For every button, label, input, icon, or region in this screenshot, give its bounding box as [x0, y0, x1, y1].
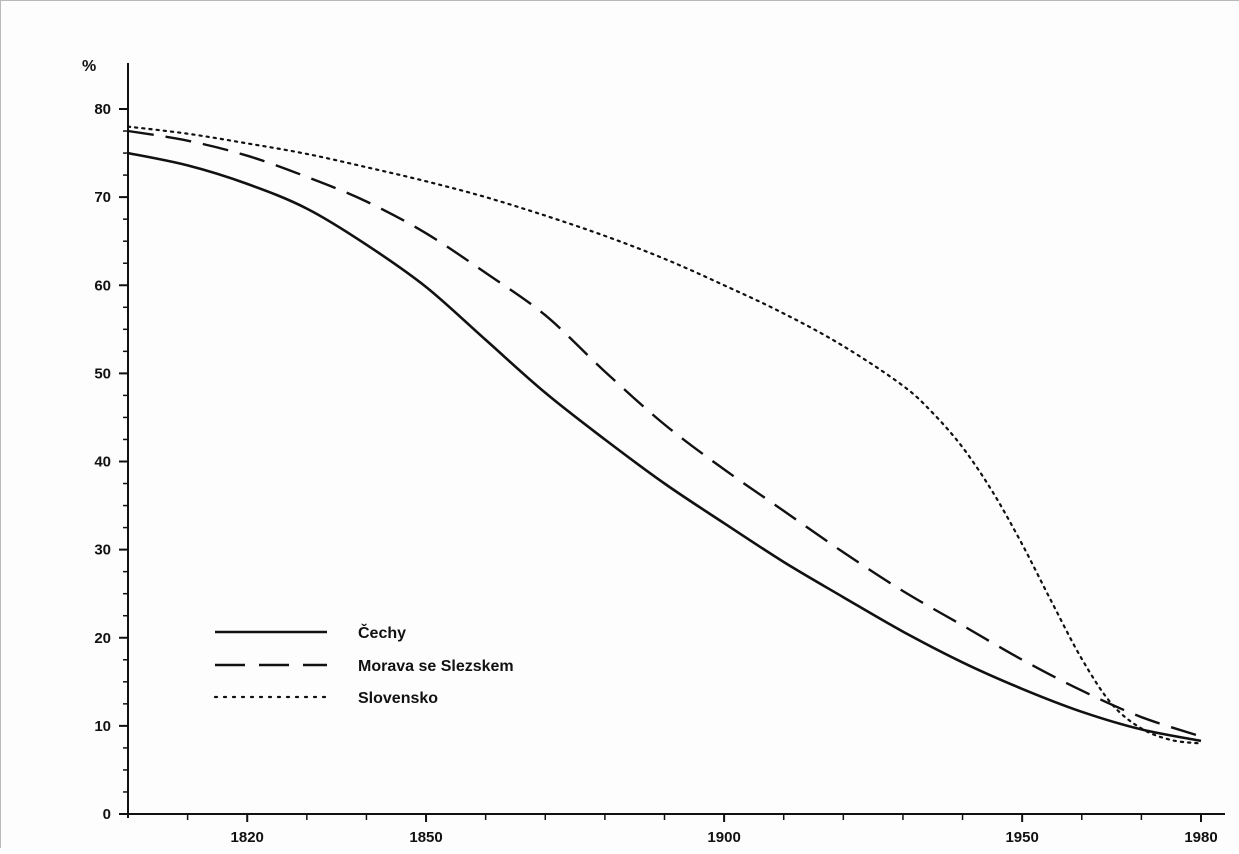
y-tick-label: 20 — [94, 630, 111, 647]
y-tick-label: 40 — [94, 454, 111, 471]
legend-label: Slovensko — [358, 690, 438, 707]
y-axis-unit: % — [82, 58, 96, 75]
y-tick-label: 30 — [94, 542, 111, 559]
y-tick-label: 60 — [94, 277, 111, 294]
x-tick-label: 1950 — [1005, 829, 1038, 846]
series-lines — [126, 125, 1203, 745]
x-tick-label: 1900 — [707, 829, 740, 846]
legend: Čechy Morava se Slezskem Slovensko — [213, 623, 514, 707]
x-tick-label: 1820 — [231, 829, 264, 846]
x-tick-label: 1980 — [1184, 829, 1217, 846]
legend-label: Morava se Slezskem — [358, 658, 514, 675]
x-tick-label: 1850 — [409, 829, 442, 846]
series-morava-se-slezskem-line — [127, 129, 1202, 738]
axes: % — [82, 58, 1225, 818]
y-tick-label: 10 — [94, 718, 111, 735]
ticks: 0 10 20 30 40 50 60 70 80 1820 1850 1900 1950 1980 — [94, 101, 1217, 846]
y-tick-label: 0 — [103, 806, 111, 823]
series-cechy-line — [127, 151, 1202, 743]
series-slovensko-line — [126, 125, 1203, 745]
y-tick-label: 70 — [94, 189, 111, 206]
y-tick-label: 50 — [94, 365, 111, 382]
y-tick-label: 80 — [94, 101, 111, 118]
legend-label: Čechy — [358, 623, 406, 642]
